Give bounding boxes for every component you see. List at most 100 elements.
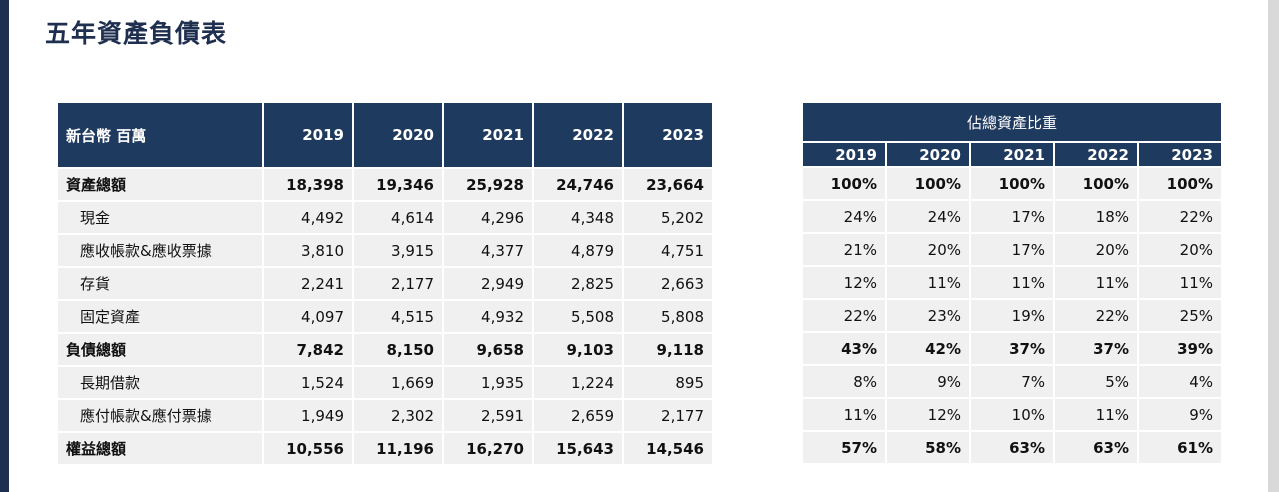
cell: 2,825: [534, 268, 622, 299]
cell: 4,097: [264, 301, 352, 332]
cell: 11%: [1055, 399, 1137, 430]
cell: 63%: [1055, 432, 1137, 463]
cell: 12%: [887, 399, 969, 430]
cell: 37%: [971, 333, 1053, 364]
cell: 100%: [803, 168, 885, 199]
table-row: 57% 58% 63% 63% 61%: [803, 432, 1221, 463]
column-header: 2021: [444, 103, 532, 167]
cell: 4,614: [354, 202, 442, 233]
cell: 25,928: [444, 169, 532, 200]
cell: 11%: [887, 267, 969, 298]
cell: 7,842: [264, 334, 352, 365]
column-header: 2019: [264, 103, 352, 167]
cell: 24,746: [534, 169, 622, 200]
column-header: 2019: [803, 143, 885, 166]
cell: 9%: [887, 366, 969, 397]
cell: 22%: [1055, 300, 1137, 331]
cell: 5,808: [624, 301, 712, 332]
cell: 25%: [1139, 300, 1221, 331]
table-row: 12% 11% 11% 11% 11%: [803, 267, 1221, 298]
cell: 1,524: [264, 367, 352, 398]
cell: 42%: [887, 333, 969, 364]
cell: 22%: [1139, 201, 1221, 232]
cell: 2,949: [444, 268, 532, 299]
cell: 2,241: [264, 268, 352, 299]
cell: 10%: [971, 399, 1053, 430]
cell: 17%: [971, 234, 1053, 265]
row-label: 固定資產: [58, 301, 262, 332]
cell: 9,103: [534, 334, 622, 365]
row-label: 長期借款: [58, 367, 262, 398]
cell: 2,663: [624, 268, 712, 299]
cell: 18%: [1055, 201, 1137, 232]
header-row: 新台幣 百萬 2019 2020 2021 2022 2023: [58, 103, 712, 167]
cell: 8,150: [354, 334, 442, 365]
cell: 4,879: [534, 235, 622, 266]
cell: 58%: [887, 432, 969, 463]
cell: 57%: [803, 432, 885, 463]
table-row: 應付帳款&應付票據 1,949 2,302 2,591 2,659 2,177: [58, 400, 712, 431]
ratio-table: 佔總資產比重 2019 2020 2021 2022 2023 100% 100% 100% 1…: [801, 101, 1223, 465]
cell: 1,949: [264, 400, 352, 431]
table-row: 負債總額 7,842 8,150 9,658 9,103 9,118: [58, 334, 712, 365]
cell: 21%: [803, 234, 885, 265]
row-label: 資產總額: [58, 169, 262, 200]
cell: 100%: [887, 168, 969, 199]
group-header: 佔總資產比重: [803, 103, 1221, 141]
column-header: 2022: [534, 103, 622, 167]
cell: 43%: [803, 333, 885, 364]
cell: 2,177: [354, 268, 442, 299]
column-header: 2023: [1139, 143, 1221, 166]
column-header: 2020: [354, 103, 442, 167]
cell: 17%: [971, 201, 1053, 232]
cell: 1,669: [354, 367, 442, 398]
cell: 4,515: [354, 301, 442, 332]
cell: 11%: [971, 267, 1053, 298]
cell: 7%: [971, 366, 1053, 397]
cell: 100%: [1055, 168, 1137, 199]
table-row: 現金 4,492 4,614 4,296 4,348 5,202: [58, 202, 712, 233]
cell: 5,508: [534, 301, 622, 332]
header-row: 2019 2020 2021 2022 2023: [803, 143, 1221, 166]
table-row: 資產總額 18,398 19,346 25,928 24,746 23,664: [58, 169, 712, 200]
cell: 11%: [1139, 267, 1221, 298]
row-label: 負債總額: [58, 334, 262, 365]
cell: 5%: [1055, 366, 1137, 397]
cell: 9,118: [624, 334, 712, 365]
cell: 10,556: [264, 433, 352, 464]
cell: 11%: [803, 399, 885, 430]
table-row: 11% 12% 10% 11% 9%: [803, 399, 1221, 430]
cell: 8%: [803, 366, 885, 397]
cell: 39%: [1139, 333, 1221, 364]
cell: 20%: [1055, 234, 1137, 265]
cell: 19,346: [354, 169, 442, 200]
cell: 2,591: [444, 400, 532, 431]
cell: 4,751: [624, 235, 712, 266]
cell: 100%: [971, 168, 1053, 199]
cell: 4,348: [534, 202, 622, 233]
table-row: 43% 42% 37% 37% 39%: [803, 333, 1221, 364]
page-title: 五年資產負債表: [45, 19, 228, 48]
table-row: 長期借款 1,524 1,669 1,935 1,224 895: [58, 367, 712, 398]
cell: 4,932: [444, 301, 532, 332]
table-row: 22% 23% 19% 22% 25%: [803, 300, 1221, 331]
column-header: 2023: [624, 103, 712, 167]
table-row: 100% 100% 100% 100% 100%: [803, 168, 1221, 199]
cell: 4%: [1139, 366, 1221, 397]
row-label: 權益總額: [58, 433, 262, 464]
row-label: 應收帳款&應收票據: [58, 235, 262, 266]
cell: 20%: [887, 234, 969, 265]
row-label: 存貨: [58, 268, 262, 299]
header-row: 佔總資產比重: [803, 103, 1221, 141]
cell: 2,302: [354, 400, 442, 431]
cell: 61%: [1139, 432, 1221, 463]
cell: 18,398: [264, 169, 352, 200]
cell: 4,296: [444, 202, 532, 233]
column-header: 2021: [971, 143, 1053, 166]
cell: 11,196: [354, 433, 442, 464]
cell: 1,224: [534, 367, 622, 398]
cell: 100%: [1139, 168, 1221, 199]
cell: 24%: [887, 201, 969, 232]
table-row: 應收帳款&應收票據 3,810 3,915 4,377 4,879 4,751: [58, 235, 712, 266]
